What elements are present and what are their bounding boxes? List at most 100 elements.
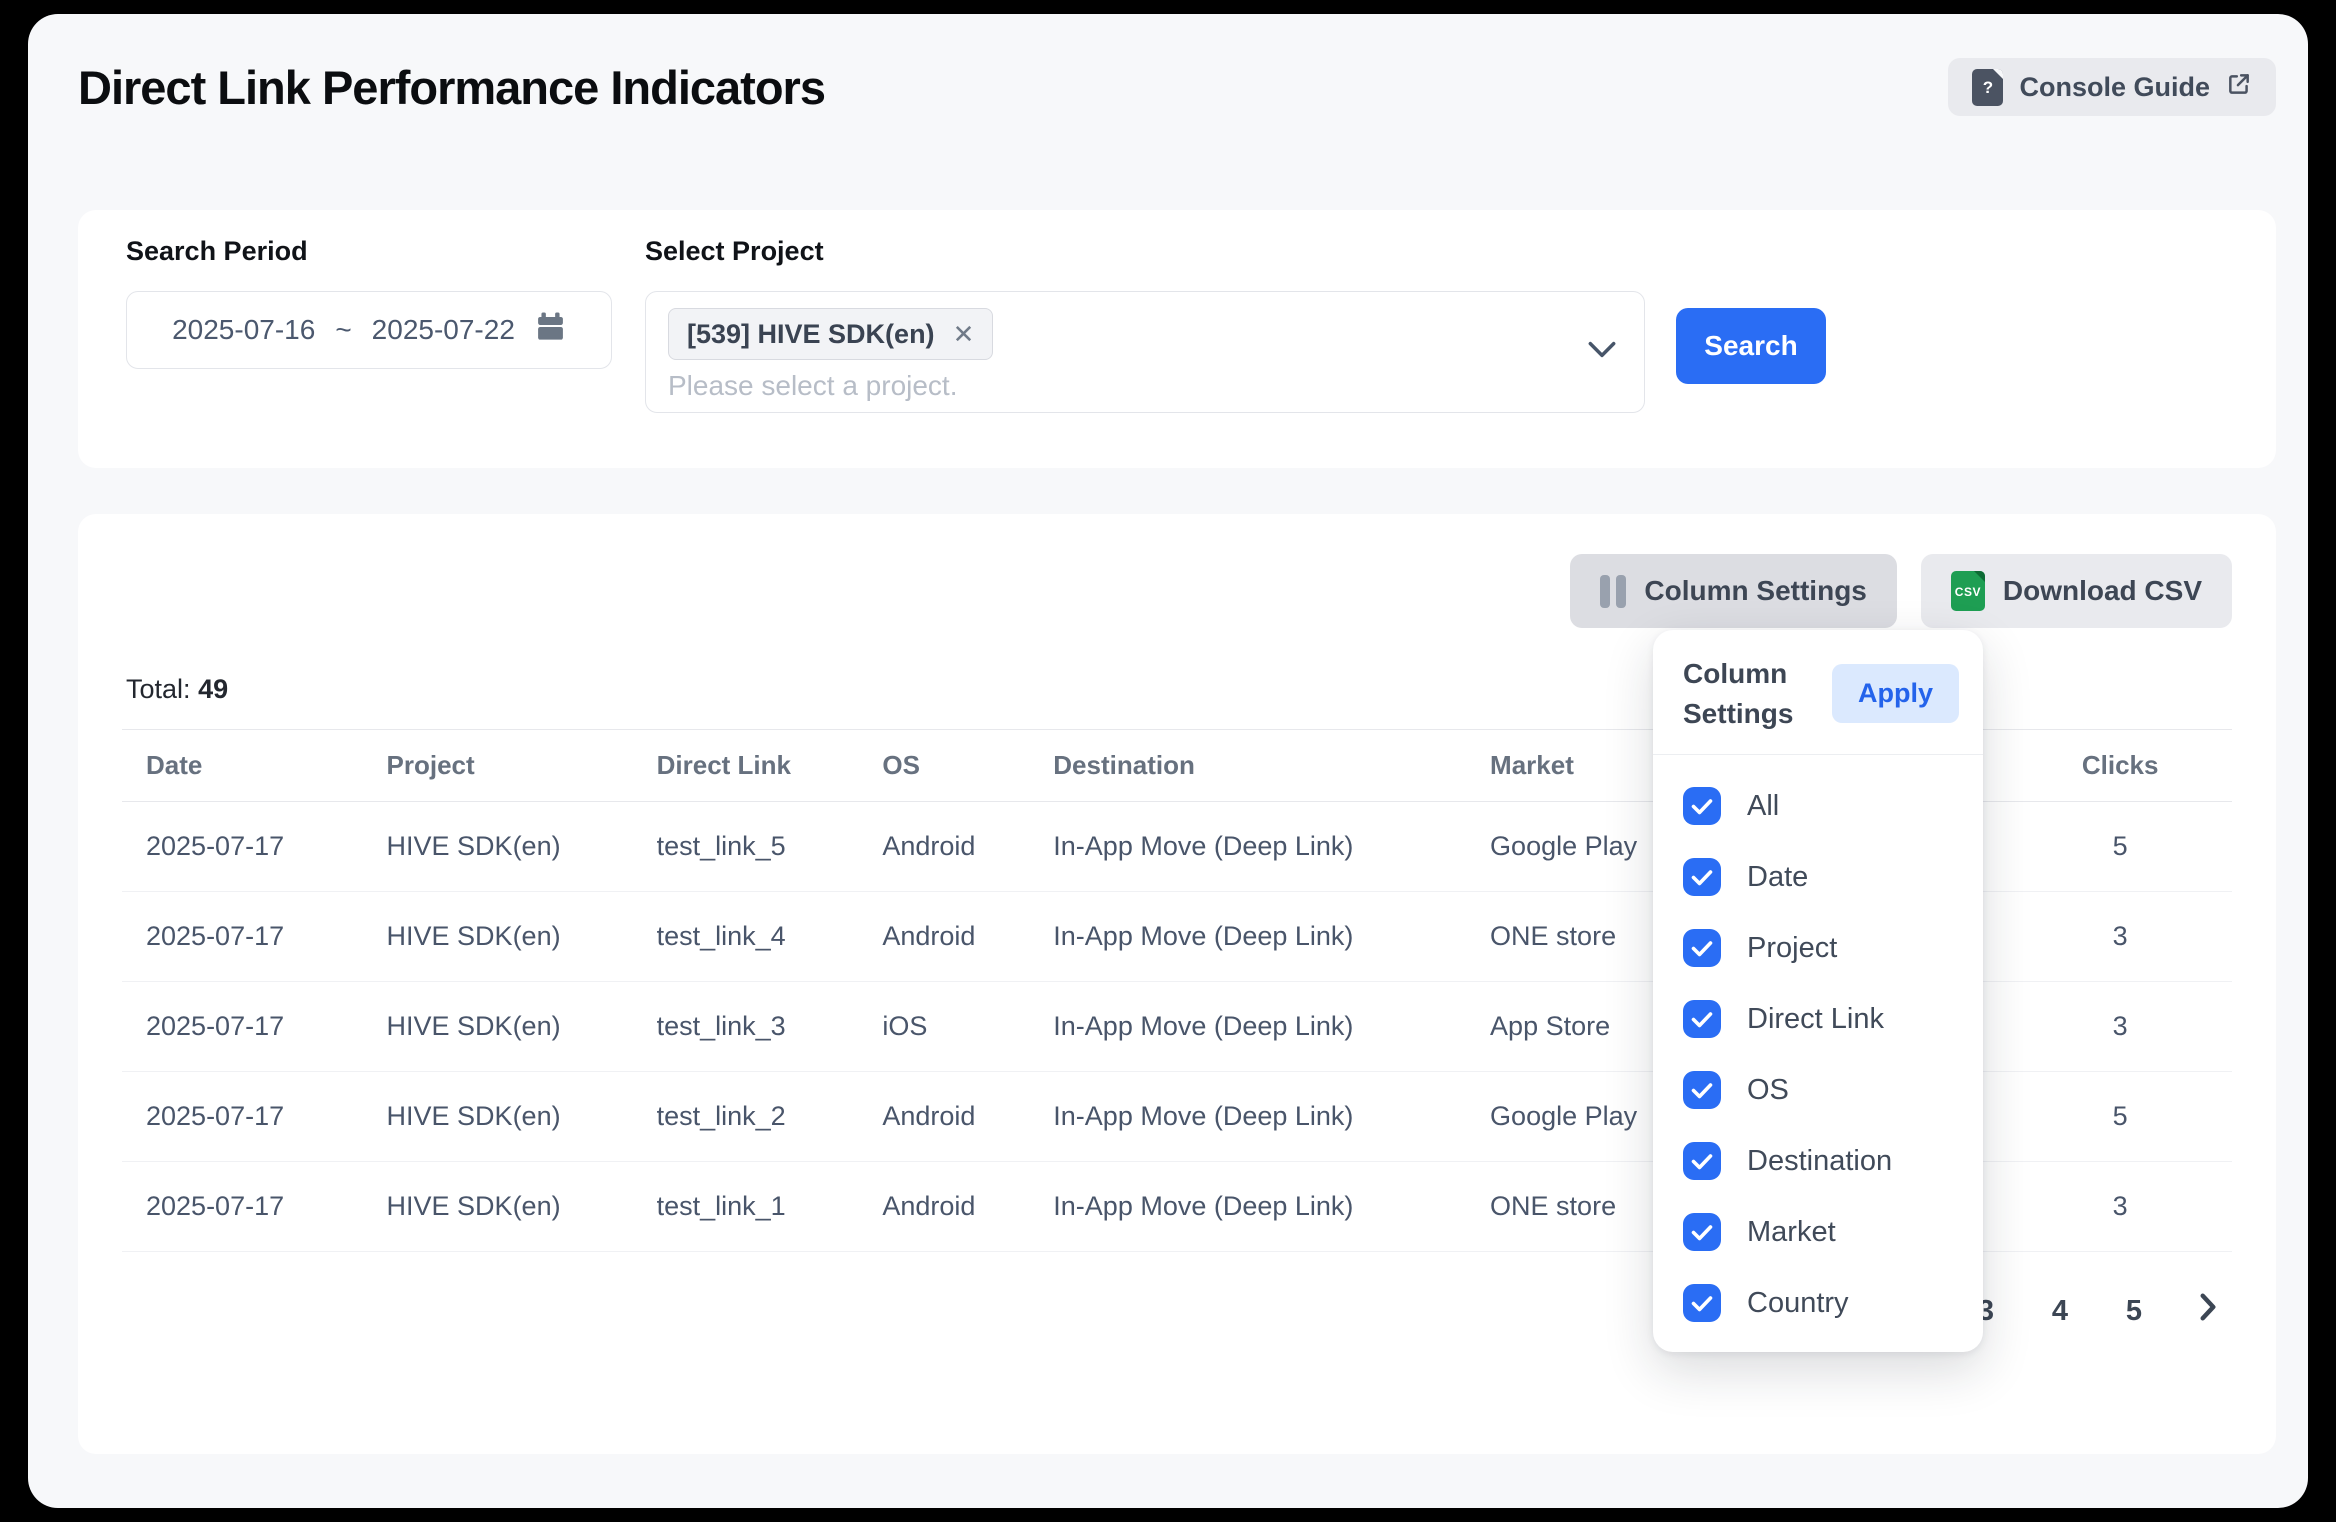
checkbox-checked-icon[interactable] bbox=[1683, 1213, 1721, 1251]
cell-market: App Store bbox=[1466, 981, 1768, 1072]
next-page-button[interactable] bbox=[2184, 1287, 2232, 1335]
column-header-date: Date bbox=[122, 729, 363, 802]
filter-card: Search Period 2025-07-16 ~ 2025-07-22 Se… bbox=[78, 210, 2276, 468]
cell-destination: In-App Move (Deep Link) bbox=[1029, 1071, 1467, 1162]
cell-date: 2025-07-17 bbox=[122, 891, 363, 982]
csv-file-icon: CSV bbox=[1950, 571, 1985, 611]
checkbox-checked-icon[interactable] bbox=[1683, 929, 1721, 967]
total-value: 49 bbox=[198, 674, 229, 704]
popover-title: Column Settings bbox=[1683, 658, 1794, 729]
cell-project: HIVE SDK(en) bbox=[362, 891, 633, 982]
download-csv-button-label: Download CSV bbox=[2002, 575, 2202, 606]
checkbox-checked-icon[interactable] bbox=[1683, 1071, 1721, 1109]
column-header-direct-link: Direct Link bbox=[632, 729, 859, 802]
select-project-group: Select Project [539] HIVE SDK(en) ✕ Plea… bbox=[645, 236, 1645, 413]
cell-date: 2025-07-17 bbox=[122, 801, 363, 892]
console-guide-button[interactable]: ? Console Guide bbox=[1948, 58, 2276, 116]
page-header: Direct Link Performance Indicators ? Con… bbox=[78, 58, 2276, 116]
column-header-project: Project bbox=[362, 729, 633, 802]
cell-destination: In-App Move (Deep Link) bbox=[1029, 801, 1467, 892]
chevron-down-icon bbox=[1588, 341, 1616, 364]
console-guide-label: Console Guide bbox=[2019, 71, 2210, 102]
cell-os: Android bbox=[858, 891, 1030, 982]
question-file-icon: ? bbox=[1972, 68, 2004, 106]
cell-date: 2025-07-17 bbox=[122, 1161, 363, 1252]
external-link-icon bbox=[2226, 71, 2252, 104]
column-header-clicks: Clicks bbox=[2008, 729, 2232, 802]
option-label: OS bbox=[1747, 1073, 1789, 1106]
cell-project: HIVE SDK(en) bbox=[362, 1071, 633, 1162]
cell-os: Android bbox=[858, 801, 1030, 892]
option-market[interactable]: Market bbox=[1683, 1197, 1953, 1268]
option-label: Destination bbox=[1747, 1144, 1893, 1177]
apply-button[interactable]: Apply bbox=[1831, 664, 1959, 724]
project-select[interactable]: [539] HIVE SDK(en) ✕ Please select a pro… bbox=[645, 291, 1645, 413]
table-toolbar: Column Settings CSV Download CSV bbox=[1570, 554, 2232, 628]
checkbox-checked-icon[interactable] bbox=[1683, 787, 1721, 825]
cell-direct-link: test_link_1 bbox=[632, 1161, 859, 1252]
option-label: Direct Link bbox=[1747, 1002, 1884, 1035]
columns-icon bbox=[1600, 574, 1627, 608]
cell-os: iOS bbox=[858, 981, 1030, 1072]
selected-project-tag-label: [539] HIVE SDK(en) bbox=[687, 318, 935, 349]
checkbox-checked-icon[interactable] bbox=[1683, 1142, 1721, 1180]
option-label: Country bbox=[1747, 1286, 1849, 1319]
calendar-icon bbox=[535, 311, 566, 349]
cell-direct-link: test_link_4 bbox=[632, 891, 859, 982]
cell-clicks: 5 bbox=[2008, 801, 2232, 892]
page-button-5[interactable]: 5 bbox=[2125, 1294, 2143, 1327]
cell-os: Android bbox=[858, 1161, 1030, 1252]
checkbox-checked-icon[interactable] bbox=[1683, 858, 1721, 896]
cell-destination: In-App Move (Deep Link) bbox=[1029, 981, 1467, 1072]
download-csv-button[interactable]: CSV Download CSV bbox=[1920, 554, 2232, 628]
column-header-destination: Destination bbox=[1029, 729, 1467, 802]
table-row: 2025-07-17 HIVE SDK(en) test_link_1 Andr… bbox=[122, 1161, 2232, 1252]
cell-destination: In-App Move (Deep Link) bbox=[1029, 891, 1467, 982]
pagination: 3 4 5 bbox=[1962, 1287, 2232, 1335]
checkbox-checked-icon[interactable] bbox=[1683, 1000, 1721, 1038]
project-select-placeholder: Please select a project. bbox=[668, 370, 958, 401]
cell-project: HIVE SDK(en) bbox=[362, 981, 633, 1072]
total-label: Total: bbox=[126, 674, 191, 704]
page-title: Direct Link Performance Indicators bbox=[78, 60, 826, 114]
column-settings-button-label: Column Settings bbox=[1644, 575, 1867, 606]
date-end-value: 2025-07-22 bbox=[371, 314, 515, 345]
cell-clicks: 3 bbox=[2008, 1161, 2232, 1252]
option-label: Market bbox=[1747, 1215, 1836, 1248]
cell-clicks: 3 bbox=[2008, 981, 2232, 1072]
popover-header: Column Settings Apply bbox=[1653, 630, 1983, 755]
cell-direct-link: test_link_3 bbox=[632, 981, 859, 1072]
option-destination[interactable]: Destination bbox=[1683, 1126, 1953, 1197]
table-header-row: Date Project Direct Link OS Destination … bbox=[122, 729, 2232, 802]
cell-direct-link: test_link_2 bbox=[632, 1071, 859, 1162]
cell-date: 2025-07-17 bbox=[122, 1071, 363, 1162]
search-button[interactable]: Search bbox=[1676, 308, 1826, 384]
cell-date: 2025-07-17 bbox=[122, 981, 363, 1072]
search-period-group: Search Period 2025-07-16 ~ 2025-07-22 bbox=[126, 236, 612, 369]
chevron-right-icon bbox=[2198, 1292, 2218, 1330]
option-country[interactable]: Country bbox=[1683, 1268, 1953, 1339]
date-range-input[interactable]: 2025-07-16 ~ 2025-07-22 bbox=[126, 291, 612, 369]
popover-option-list: All Date Project Direct Link OS Destinat… bbox=[1653, 755, 1983, 1339]
column-settings-popover: Column Settings Apply All Date Project D… bbox=[1653, 630, 1983, 1352]
search-period-label: Search Period bbox=[126, 236, 308, 266]
option-os[interactable]: OS bbox=[1683, 1055, 1953, 1126]
option-date[interactable]: Date bbox=[1683, 842, 1953, 913]
checkbox-checked-icon[interactable] bbox=[1683, 1284, 1721, 1322]
total-count: Total: 49 bbox=[126, 674, 228, 705]
selected-project-tag: [539] HIVE SDK(en) ✕ bbox=[668, 308, 994, 360]
page-button-4[interactable]: 4 bbox=[2051, 1294, 2069, 1327]
column-header-os: OS bbox=[858, 729, 1030, 802]
cell-project: HIVE SDK(en) bbox=[362, 801, 633, 892]
cell-clicks: 5 bbox=[2008, 1071, 2232, 1162]
option-direct-link[interactable]: Direct Link bbox=[1683, 984, 1953, 1055]
cell-direct-link: test_link_5 bbox=[632, 801, 859, 892]
option-project[interactable]: Project bbox=[1683, 913, 1953, 984]
remove-tag-icon[interactable]: ✕ bbox=[952, 318, 975, 349]
cell-os: Android bbox=[858, 1071, 1030, 1162]
cell-destination: In-App Move (Deep Link) bbox=[1029, 1161, 1467, 1252]
column-settings-button[interactable]: Column Settings bbox=[1570, 554, 1897, 628]
option-all[interactable]: All bbox=[1683, 771, 1953, 842]
cell-project: HIVE SDK(en) bbox=[362, 1161, 633, 1252]
cell-clicks: 3 bbox=[2008, 891, 2232, 982]
